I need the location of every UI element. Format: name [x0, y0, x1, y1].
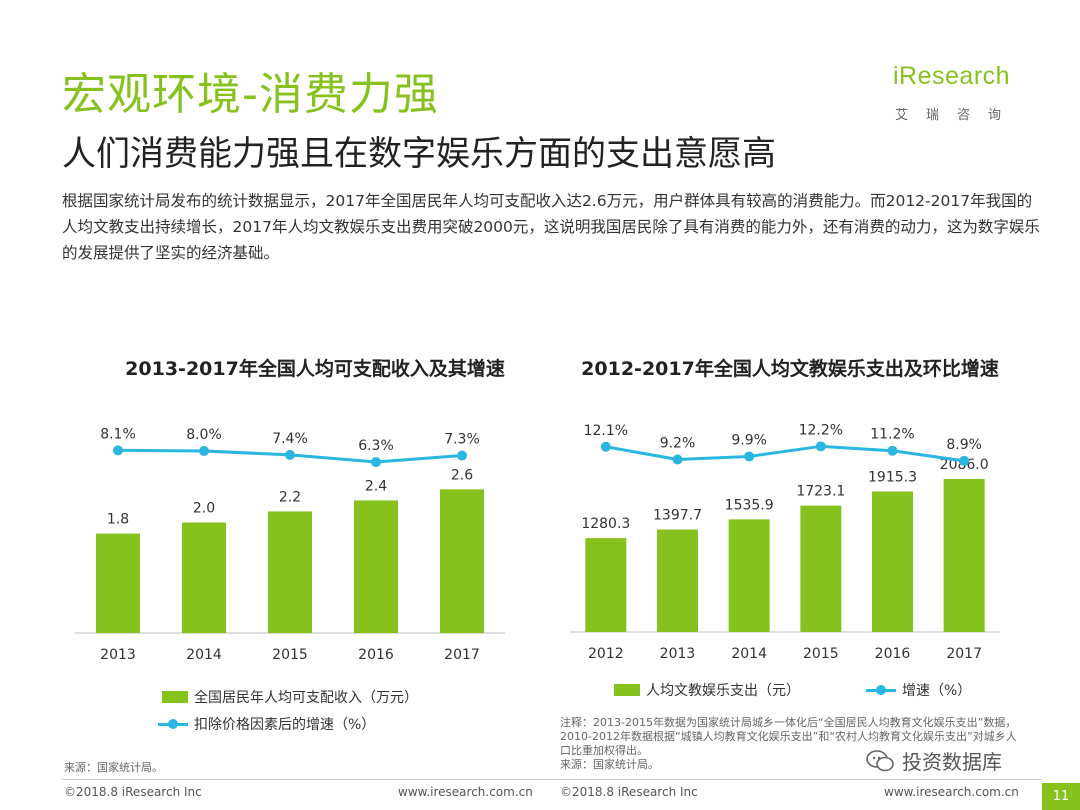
chart2-bar — [872, 491, 913, 632]
chart2-growth-point — [815, 441, 826, 452]
page-subtitle: 人们消费能力强且在数字娱乐方面的支出意愿高 — [62, 134, 776, 174]
chart2-bar-label: 1397.7 — [653, 508, 702, 524]
chart2-growth-label: 9.9% — [731, 432, 767, 448]
chart2-bar-label: 1280.3 — [581, 516, 630, 532]
chart2-title: 2012-2017年全国人均文教娱乐支出及环比增速 — [581, 358, 999, 380]
chart1-bar — [182, 522, 226, 633]
chart2-bar — [943, 479, 985, 632]
chart2-x-tick-label: 2016 — [875, 646, 911, 662]
chart1-bar-label: 1.8 — [107, 512, 129, 528]
chart2-note-text: 注释：2013-2015年数据为国家统计局城乡一体化后“全国居民人均教育文化娱乐… — [560, 716, 1017, 757]
chart1-growth-label: 6.3% — [358, 438, 394, 454]
chart1-bar-label: 2.4 — [365, 478, 387, 494]
chart2-bar-label: 1915.3 — [868, 470, 917, 486]
chart1-bar — [268, 511, 312, 633]
footer-url-left: www.iresearch.com.cn — [398, 785, 533, 799]
chart2-legend-line: 增速（%） — [866, 680, 971, 700]
logo-wordmark: iResearch — [893, 62, 1011, 90]
chart2-growth-point — [672, 454, 683, 465]
chart2-bar — [585, 538, 627, 632]
chart1-title: 2013-2017年全国人均可支配收入及其增速 — [125, 358, 505, 380]
watermark-text: 投资数据库 — [902, 750, 1002, 774]
chart1-growth-label: 8.1% — [100, 426, 136, 442]
chart2-growth-label: 12.2% — [799, 422, 843, 438]
chart2-x-tick-label: 2017 — [946, 646, 982, 662]
chart2-bar-label: 1723.1 — [796, 484, 845, 500]
footer-divider — [62, 779, 1042, 780]
chart1-x-tick-label: 2014 — [186, 647, 222, 663]
page-title: 宏观环境-消费力强 — [62, 69, 439, 120]
page-number: 11 — [1042, 783, 1080, 810]
chart1-x-tick-label: 2017 — [444, 647, 480, 663]
chart2-growth-label: 9.2% — [660, 436, 696, 452]
chart2-growth-point — [887, 445, 898, 456]
legend-line-swatch — [158, 718, 188, 730]
chart1-growth-point — [113, 445, 123, 456]
chart1-bar-label: 2.0 — [193, 501, 215, 517]
chart2-x-tick-label: 2015 — [803, 646, 839, 662]
chart1-source: 来源：国家统计局。 — [64, 761, 163, 774]
legend-line-swatch — [866, 684, 896, 696]
wechat-icon — [866, 749, 894, 771]
chart2-source: 来源：国家统计局。 — [560, 758, 659, 771]
chart1-bar — [354, 500, 398, 633]
chart1-x-tick-label: 2015 — [272, 647, 308, 663]
chart1-bar — [96, 533, 140, 633]
legend-bar-swatch — [614, 684, 640, 696]
chart2-growth-point — [600, 441, 611, 452]
chart2-growth-label: 12.1% — [584, 423, 628, 439]
chart2-bar — [728, 519, 770, 632]
legend-bar-swatch — [162, 691, 188, 703]
chart1-bar-label: 2.6 — [451, 467, 473, 483]
chart2-growth-line — [605, 444, 965, 463]
chart2-growth-point — [744, 451, 755, 462]
chart2-bar — [800, 505, 842, 632]
chart2-x-tick-label: 2012 — [588, 646, 624, 662]
chart1-growth-point — [371, 457, 381, 468]
chart2-bar-label: 1535.9 — [725, 497, 774, 513]
footer-url-right: www.iresearch.com.cn — [884, 785, 1019, 799]
chart1-bar-label: 2.2 — [279, 489, 301, 505]
chart1-bar — [440, 489, 484, 633]
iresearch-logo: iResearch 艾瑞咨询 — [893, 62, 1033, 123]
chart2-legend-line-label: 增速（%） — [902, 683, 972, 699]
chart1-legend-bar: 全国居民年人均可支配收入（万元） — [162, 687, 418, 707]
chart1-growth-label: 8.0% — [186, 427, 222, 443]
chart1-growth-label: 7.4% — [272, 431, 308, 447]
chart2-legend-bar: 人均文教娱乐支出（元） — [614, 680, 800, 700]
chart1-legend-line: 扣除价格因素后的增速（%） — [158, 714, 375, 734]
watermark: 投资数据库 — [866, 746, 1002, 775]
chart2-growth-point — [959, 455, 970, 466]
chart1-x-tick-label: 2013 — [100, 647, 136, 663]
chart1-legend-bar-label: 全国居民年人均可支配收入（万元） — [194, 690, 418, 706]
chart2-bar — [657, 529, 698, 632]
logo-subtitle: 艾瑞咨询 — [895, 108, 1020, 123]
chart1-legend-line-label: 扣除价格因素后的增速（%） — [194, 717, 376, 733]
chart1-growth-point — [199, 446, 209, 456]
footer-copyright-right: ©2018.8 iResearch Inc — [560, 785, 698, 799]
chart2-growth-label: 11.2% — [870, 427, 914, 443]
footer-copyright-left: ©2018.8 iResearch Inc — [64, 785, 202, 799]
chart1-growth-point — [457, 450, 467, 461]
chart2-legend-bar-label: 人均文教娱乐支出（元） — [646, 683, 800, 699]
chart2-note: 注释：2013-2015年数据为国家统计局城乡一体化后“全国居民人均教育文化娱乐… — [560, 716, 1020, 772]
chart1-x-tick-label: 2016 — [358, 647, 394, 663]
summary-paragraph: 根据国家统计局发布的统计数据显示，2017年全国居民年人均可支配收入达2.6万元… — [62, 192, 1040, 262]
chart2-x-tick-label: 2014 — [731, 646, 767, 662]
chart2-x-tick-label: 2013 — [660, 646, 696, 662]
chart1-growth-label: 7.3% — [444, 432, 480, 448]
chart1-growth-point — [285, 449, 295, 460]
chart2-growth-label: 8.9% — [946, 437, 982, 453]
